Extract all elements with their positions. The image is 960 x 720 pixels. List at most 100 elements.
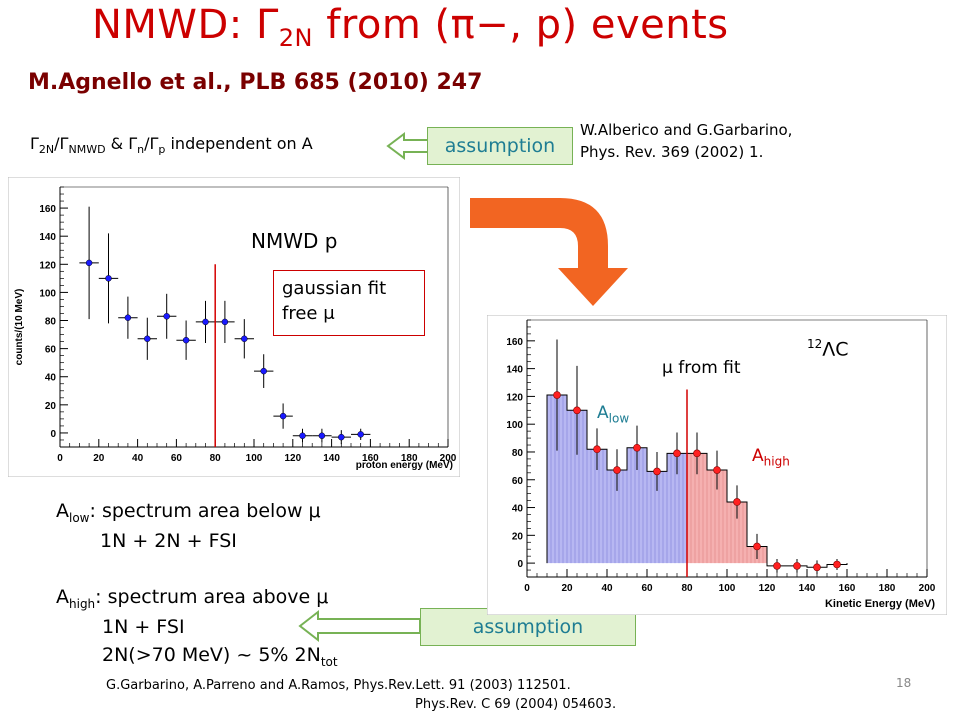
right-plot-low-bin	[567, 410, 587, 564]
nmwd-p-label: NMWD p	[251, 229, 338, 253]
left-plot-point	[182, 336, 190, 344]
right-plot-x-tick-label: 80	[681, 583, 693, 594]
right-plot-x-tick-label: 100	[719, 583, 736, 594]
left-plot-y-tick-label: 40	[45, 373, 57, 384]
right-plot-x-tick-label: 160	[839, 583, 856, 594]
left-plot-y-tick-label: 60	[45, 345, 57, 356]
a-high-label: Ahigh	[752, 446, 790, 469]
left-plot-x-tick-label: 80	[210, 453, 222, 464]
right-plot-x-tick-label: 20	[561, 583, 573, 594]
right-plot-point	[833, 560, 841, 569]
left-plot-point	[299, 432, 306, 440]
left-plot-ylabel: counts/(10 MeV)	[14, 289, 25, 366]
assumption-box-bottom: assumption	[420, 608, 636, 646]
page-number: 18	[896, 676, 912, 690]
left-plot-point	[357, 431, 364, 438]
right-plot-point	[813, 563, 821, 572]
right-plot-point	[713, 466, 721, 474]
right-plot-low-bin	[547, 395, 567, 564]
right-plot-x-tick-label: 40	[601, 583, 613, 594]
a-low-definition: Alow: spectrum area below μ	[56, 500, 321, 525]
right-plot-point	[693, 449, 701, 458]
right-plot-y-tick-label: 100	[506, 420, 523, 431]
right-plot-point	[593, 445, 601, 453]
left-plot-point	[163, 313, 170, 320]
assumption-arrow-top	[386, 132, 429, 160]
a-high-definition: Ahigh: spectrum area above μ	[56, 586, 329, 611]
left-plot-x-tick-label: 60	[171, 453, 183, 464]
paper-reference: M.Agnello et al., PLB 685 (2010) 247	[28, 70, 483, 95]
right-plot-high-bin	[687, 453, 707, 564]
right-plot-low-bin	[607, 470, 627, 564]
left-plot-y-tick-label: 100	[39, 288, 56, 299]
left-plot-x-tick-label: 160	[362, 453, 379, 464]
right-plot-point	[773, 562, 781, 570]
left-plot: counts/(10 MeV) proton energy (MeV) 0 20 4…	[8, 177, 460, 477]
left-plot-x-tick-label: 0	[57, 453, 63, 464]
left-plot-x-tick-label: 20	[93, 453, 105, 464]
left-plot-point	[202, 318, 209, 326]
right-plot-x-tick-label: 60	[641, 583, 653, 594]
left-plot-y-tick-label: 20	[45, 401, 57, 412]
left-plot-point	[85, 259, 93, 267]
right-plot-low-bin	[647, 471, 667, 564]
independence-statement: Γ2N/ΓNMWD & Γn/Γp independent on A	[30, 134, 313, 157]
right-plot-x-tick-label: 180	[879, 583, 896, 594]
right-plot-x-tick-label: 200	[919, 583, 936, 594]
right-plot-y-tick-label: 120	[506, 392, 523, 403]
right-plot-x-tick-label: 140	[799, 583, 816, 594]
left-plot-x-tick-label: 180	[401, 453, 418, 464]
right-plot-point	[633, 444, 641, 452]
right-plot-point	[753, 542, 761, 551]
right-plot-y-tick-label: 140	[506, 365, 523, 376]
right-plot-point	[733, 498, 741, 506]
a-low-label: Alow	[597, 403, 630, 426]
left-plot-x-tick-label: 100	[246, 453, 263, 464]
left-plot-x-tick-label: 140	[323, 453, 340, 464]
gaussian-fit-box: gaussian fit free μ	[273, 270, 425, 336]
right-plot-high-bin	[727, 501, 747, 564]
right-plot-y-tick-label: 20	[512, 531, 524, 542]
right-plot-low-bin	[667, 453, 687, 564]
right-plot-y-tick-label: 0	[517, 559, 523, 570]
right-plot-high-bin	[707, 470, 727, 564]
right-plot-y-tick-label: 60	[512, 476, 524, 487]
a-low-components: 1N + 2N + FSI	[100, 530, 237, 552]
left-plot-point	[105, 275, 112, 282]
a-high-components: 1N + FSI	[102, 616, 185, 638]
right-plot-point	[793, 562, 801, 570]
left-plot-y-tick-label: 160	[39, 204, 56, 215]
right-plot-x-tick-label: 120	[759, 583, 776, 594]
right-plot-point	[573, 406, 581, 415]
right-plot-y-tick-label: 160	[506, 337, 523, 348]
right-plot-y-tick-label: 80	[512, 448, 524, 459]
nucleus-label: 12ΛC	[807, 337, 849, 361]
citation-garbarino-2: Phys.Rev. C 69 (2004) 054603.	[415, 697, 617, 712]
right-plot-x-tick-label: 0	[524, 583, 530, 594]
left-plot-point	[241, 335, 248, 343]
left-plot-y-tick-label: 120	[39, 260, 56, 271]
left-plot-point	[221, 318, 229, 326]
right-plot-low-bin	[627, 447, 647, 564]
left-plot-y-tick-label: 80	[45, 317, 57, 328]
right-plot-point	[613, 466, 621, 474]
slide-title: NMWD: Γ2N from (π−, p) events	[92, 2, 729, 52]
assumption-box-top: assumption	[427, 127, 573, 165]
right-plot-point	[653, 467, 661, 476]
right-plot: Kinetic Energy (MeV) 0 20 40 60 80 100 120 140 1…	[487, 315, 947, 615]
left-plot-point	[260, 367, 267, 375]
left-plot-point	[124, 314, 132, 321]
right-plot-low-bin	[587, 449, 607, 564]
left-plot-xlabel: proton energy (MeV)	[356, 460, 453, 471]
right-plot-y-tick-label: 40	[512, 504, 524, 515]
orange-curved-arrow	[470, 198, 628, 306]
left-plot-y-tick-label: 140	[39, 232, 56, 243]
two-n-fraction: 2N(>70 MeV) ~ 5% 2Ntot	[102, 644, 338, 669]
left-plot-y-tick-label: 0	[50, 429, 56, 440]
right-plot-xlabel: Kinetic Energy (MeV)	[825, 598, 935, 610]
assumption-arrow-bottom	[298, 609, 421, 643]
left-plot-point	[144, 335, 151, 343]
mu-from-fit-label: μ from fit	[662, 358, 741, 378]
right-plot-point	[553, 391, 561, 399]
